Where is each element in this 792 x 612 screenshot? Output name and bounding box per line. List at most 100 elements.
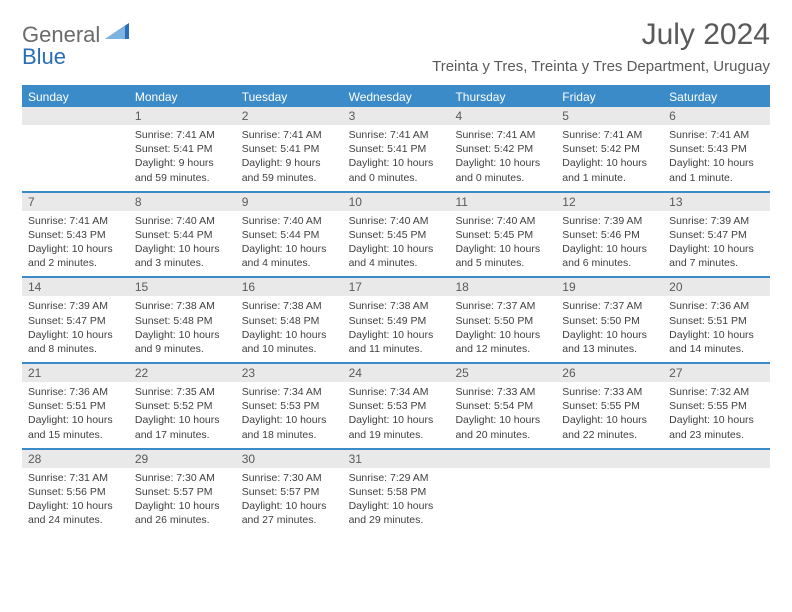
- day-cell: 5Sunrise: 7:41 AMSunset: 5:42 PMDaylight…: [556, 107, 663, 191]
- daylight-text: Daylight: 10 hours and 24 minutes.: [28, 499, 123, 527]
- day-details: Sunrise: 7:33 AMSunset: 5:54 PMDaylight:…: [449, 382, 556, 448]
- sunset-text: Sunset: 5:41 PM: [349, 142, 444, 156]
- day-number: 14: [22, 278, 129, 296]
- sunset-text: Sunset: 5:49 PM: [349, 314, 444, 328]
- day-details: Sunrise: 7:41 AMSunset: 5:41 PMDaylight:…: [236, 125, 343, 191]
- sunset-text: Sunset: 5:58 PM: [349, 485, 444, 499]
- sunset-text: Sunset: 5:41 PM: [135, 142, 230, 156]
- day-cell: 16Sunrise: 7:38 AMSunset: 5:48 PMDayligh…: [236, 278, 343, 362]
- day-details: Sunrise: 7:32 AMSunset: 5:55 PMDaylight:…: [663, 382, 770, 448]
- sunset-text: Sunset: 5:45 PM: [349, 228, 444, 242]
- sunset-text: Sunset: 5:55 PM: [562, 399, 657, 413]
- day-cell: 27Sunrise: 7:32 AMSunset: 5:55 PMDayligh…: [663, 364, 770, 448]
- daylight-text: Daylight: 10 hours and 17 minutes.: [135, 413, 230, 441]
- day-number: 22: [129, 364, 236, 382]
- sunset-text: Sunset: 5:55 PM: [669, 399, 764, 413]
- sunset-text: Sunset: 5:50 PM: [455, 314, 550, 328]
- day-number: 6: [663, 107, 770, 125]
- day-cell: 23Sunrise: 7:34 AMSunset: 5:53 PMDayligh…: [236, 364, 343, 448]
- day-details: Sunrise: 7:41 AMSunset: 5:43 PMDaylight:…: [22, 211, 129, 277]
- day-cell: 18Sunrise: 7:37 AMSunset: 5:50 PMDayligh…: [449, 278, 556, 362]
- daylight-text: Daylight: 10 hours and 5 minutes.: [455, 242, 550, 270]
- daylight-text: Daylight: 10 hours and 15 minutes.: [28, 413, 123, 441]
- day-details: Sunrise: 7:39 AMSunset: 5:46 PMDaylight:…: [556, 211, 663, 277]
- sunrise-text: Sunrise: 7:30 AM: [135, 471, 230, 485]
- day-number: 31: [343, 450, 450, 468]
- day-cell: 22Sunrise: 7:35 AMSunset: 5:52 PMDayligh…: [129, 364, 236, 448]
- sunset-text: Sunset: 5:44 PM: [135, 228, 230, 242]
- day-cell: 28Sunrise: 7:31 AMSunset: 5:56 PMDayligh…: [22, 450, 129, 534]
- day-cell: 12Sunrise: 7:39 AMSunset: 5:46 PMDayligh…: [556, 193, 663, 277]
- day-number: 29: [129, 450, 236, 468]
- day-number: 17: [343, 278, 450, 296]
- day-number: 7: [22, 193, 129, 211]
- day-details: Sunrise: 7:29 AMSunset: 5:58 PMDaylight:…: [343, 468, 450, 534]
- day-details: Sunrise: 7:33 AMSunset: 5:55 PMDaylight:…: [556, 382, 663, 448]
- day-details: Sunrise: 7:30 AMSunset: 5:57 PMDaylight:…: [129, 468, 236, 534]
- daylight-text: Daylight: 10 hours and 0 minutes.: [349, 156, 444, 184]
- day-cell: 24Sunrise: 7:34 AMSunset: 5:53 PMDayligh…: [343, 364, 450, 448]
- sunrise-text: Sunrise: 7:39 AM: [562, 214, 657, 228]
- sunset-text: Sunset: 5:41 PM: [242, 142, 337, 156]
- sunset-text: Sunset: 5:56 PM: [28, 485, 123, 499]
- sunrise-text: Sunrise: 7:35 AM: [135, 385, 230, 399]
- dayhead-thursday: Thursday: [449, 87, 556, 107]
- day-cell: 14Sunrise: 7:39 AMSunset: 5:47 PMDayligh…: [22, 278, 129, 362]
- dayhead-wednesday: Wednesday: [343, 87, 450, 107]
- daylight-text: Daylight: 10 hours and 27 minutes.: [242, 499, 337, 527]
- header: General July 2024 Treinta y Tres, Treint…: [22, 18, 770, 75]
- day-details: Sunrise: 7:40 AMSunset: 5:44 PMDaylight:…: [129, 211, 236, 277]
- day-details: Sunrise: 7:41 AMSunset: 5:42 PMDaylight:…: [556, 125, 663, 191]
- day-details: Sunrise: 7:34 AMSunset: 5:53 PMDaylight:…: [343, 382, 450, 448]
- sunrise-text: Sunrise: 7:32 AM: [669, 385, 764, 399]
- day-number: [22, 107, 129, 125]
- day-cell: 8Sunrise: 7:40 AMSunset: 5:44 PMDaylight…: [129, 193, 236, 277]
- day-number: 25: [449, 364, 556, 382]
- day-details: Sunrise: 7:41 AMSunset: 5:41 PMDaylight:…: [129, 125, 236, 191]
- daylight-text: Daylight: 10 hours and 4 minutes.: [349, 242, 444, 270]
- week-row: 1Sunrise: 7:41 AMSunset: 5:41 PMDaylight…: [22, 107, 770, 191]
- day-details: Sunrise: 7:36 AMSunset: 5:51 PMDaylight:…: [663, 296, 770, 362]
- sunrise-text: Sunrise: 7:40 AM: [455, 214, 550, 228]
- daylight-text: Daylight: 10 hours and 23 minutes.: [669, 413, 764, 441]
- day-details: Sunrise: 7:37 AMSunset: 5:50 PMDaylight:…: [449, 296, 556, 362]
- day-cell: [556, 450, 663, 534]
- sunrise-text: Sunrise: 7:30 AM: [242, 471, 337, 485]
- daylight-text: Daylight: 10 hours and 2 minutes.: [28, 242, 123, 270]
- sunrise-text: Sunrise: 7:31 AM: [28, 471, 123, 485]
- logo-text-blue: Blue: [22, 44, 66, 70]
- sunset-text: Sunset: 5:53 PM: [242, 399, 337, 413]
- day-number: 2: [236, 107, 343, 125]
- day-number: 1: [129, 107, 236, 125]
- day-cell: 30Sunrise: 7:30 AMSunset: 5:57 PMDayligh…: [236, 450, 343, 534]
- sunset-text: Sunset: 5:43 PM: [669, 142, 764, 156]
- sunset-text: Sunset: 5:48 PM: [135, 314, 230, 328]
- day-cell: 6Sunrise: 7:41 AMSunset: 5:43 PMDaylight…: [663, 107, 770, 191]
- day-details: Sunrise: 7:38 AMSunset: 5:48 PMDaylight:…: [129, 296, 236, 362]
- daylight-text: Daylight: 10 hours and 18 minutes.: [242, 413, 337, 441]
- week-row: 21Sunrise: 7:36 AMSunset: 5:51 PMDayligh…: [22, 362, 770, 448]
- daylight-text: Daylight: 10 hours and 8 minutes.: [28, 328, 123, 356]
- sunset-text: Sunset: 5:53 PM: [349, 399, 444, 413]
- sunset-text: Sunset: 5:51 PM: [669, 314, 764, 328]
- daylight-text: Daylight: 10 hours and 26 minutes.: [135, 499, 230, 527]
- daylight-text: Daylight: 10 hours and 29 minutes.: [349, 499, 444, 527]
- sunrise-text: Sunrise: 7:33 AM: [455, 385, 550, 399]
- daylight-text: Daylight: 10 hours and 13 minutes.: [562, 328, 657, 356]
- day-cell: [22, 107, 129, 191]
- day-details: Sunrise: 7:35 AMSunset: 5:52 PMDaylight:…: [129, 382, 236, 448]
- dayhead-row: Sunday Monday Tuesday Wednesday Thursday…: [22, 87, 770, 107]
- sunrise-text: Sunrise: 7:41 AM: [562, 128, 657, 142]
- daylight-text: Daylight: 9 hours and 59 minutes.: [242, 156, 337, 184]
- day-number: 19: [556, 278, 663, 296]
- day-number: 26: [556, 364, 663, 382]
- daylight-text: Daylight: 10 hours and 7 minutes.: [669, 242, 764, 270]
- title-block: July 2024 Treinta y Tres, Treinta y Tres…: [432, 18, 770, 75]
- daylight-text: Daylight: 10 hours and 9 minutes.: [135, 328, 230, 356]
- sunrise-text: Sunrise: 7:34 AM: [242, 385, 337, 399]
- day-details: Sunrise: 7:38 AMSunset: 5:48 PMDaylight:…: [236, 296, 343, 362]
- day-cell: 19Sunrise: 7:37 AMSunset: 5:50 PMDayligh…: [556, 278, 663, 362]
- daylight-text: Daylight: 10 hours and 22 minutes.: [562, 413, 657, 441]
- day-number: 11: [449, 193, 556, 211]
- daylight-text: Daylight: 10 hours and 3 minutes.: [135, 242, 230, 270]
